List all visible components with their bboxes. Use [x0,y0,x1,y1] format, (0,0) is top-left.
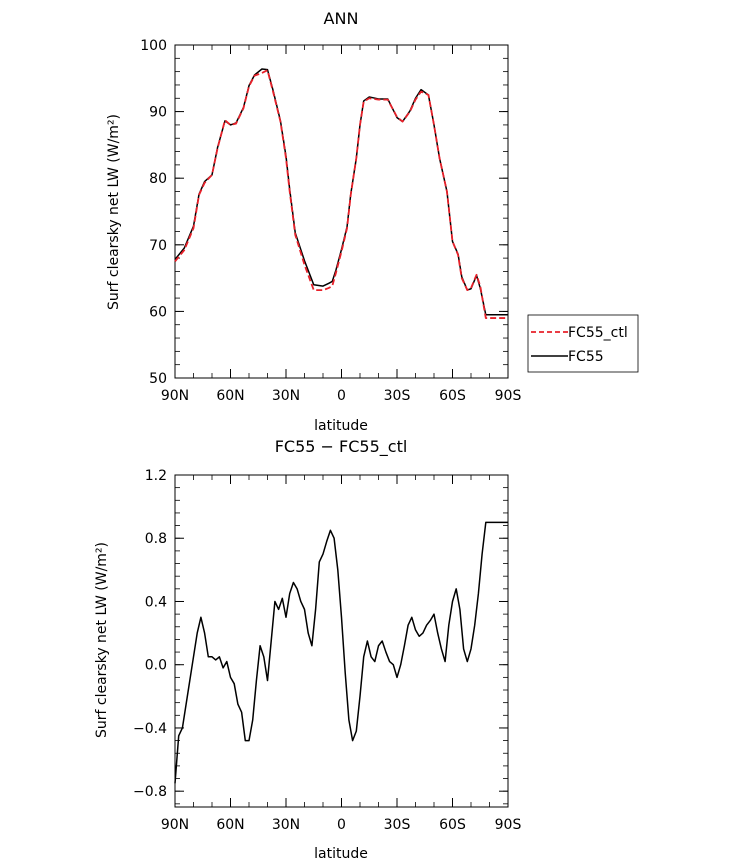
bottom-series-line-0 [174,521,508,784]
top-ytick-label: 80 [149,171,167,187]
top-xtick-label: 30N [272,388,300,404]
panel-top: ANN 90N 60N 30N 0 30S 60S 90S 50 60 70 80 90 100 lat… [106,9,639,434]
bottom-xtick-label: 0 [337,817,346,833]
top-ytick-label: 90 [149,105,167,121]
bottom-ytick-label: 1.2 [145,468,167,484]
bottom-ylabel: Surf clearsky net LW (W/m²) [94,542,110,738]
top-xtick-label: 90N [161,388,189,404]
top-ticks: 90N 60N 30N 0 30S 60S 90S 50 60 70 80 90 100 [140,38,521,404]
bottom-ytick-label: 0.8 [145,531,167,547]
bottom-xtick-label: 90S [495,817,522,833]
bottom-series-group [174,521,508,784]
legend-label-fc55: FC55 [568,349,604,365]
top-ytick-label: 60 [149,304,167,320]
legend-label-fc55-ctl: FC55_ctl [568,325,628,341]
top-ytick-label: 100 [140,38,167,54]
top-ytick-label: 50 [149,371,167,387]
top-xlabel: latitude [314,418,368,434]
bottom-ytick-label: 0.0 [145,658,167,674]
bottom-xtick-label: 60S [439,817,466,833]
top-plot-frame [174,44,509,379]
bottom-title: FC55 − FC55_ctl [275,437,408,457]
bottom-xlabel: latitude [314,846,368,862]
panel-bottom: FC55 − FC55_ctl 90N 60N 30N 0 30S 60S 90S −0.8 −… [94,437,521,862]
top-ytick-label: 70 [149,238,167,254]
bottom-ticks: 90N 60N 30N 0 30S 60S 90S −0.8 −0.4 0.0 0.4 0.8 1.2 [133,468,521,833]
top-title: ANN [324,9,359,28]
top-xtick-label: 90S [495,388,522,404]
legend: FC55_ctl FC55 [527,314,639,373]
bottom-xtick-label: 90N [161,817,189,833]
top-xtick-label: 60S [439,388,466,404]
bottom-ytick-label: −0.8 [133,784,167,800]
bottom-xtick-label: 30S [384,817,411,833]
bottom-xtick-label: 30N [272,817,300,833]
top-series-group [174,68,508,319]
bottom-ytick-label: 0.4 [145,594,167,610]
bottom-plot-frame [174,474,509,808]
top-xtick-label: 0 [337,388,346,404]
bottom-xtick-label: 60N [216,817,244,833]
legend-box [527,314,639,373]
top-xtick-label: 60N [216,388,244,404]
top-xtick-label: 30S [384,388,411,404]
top-series-line-fc55-ctl [174,69,508,319]
bottom-ytick-label: −0.4 [133,721,167,737]
top-ylabel: Surf clearsky net LW (W/m²) [106,114,122,310]
top-series-line-fc55 [174,68,508,316]
